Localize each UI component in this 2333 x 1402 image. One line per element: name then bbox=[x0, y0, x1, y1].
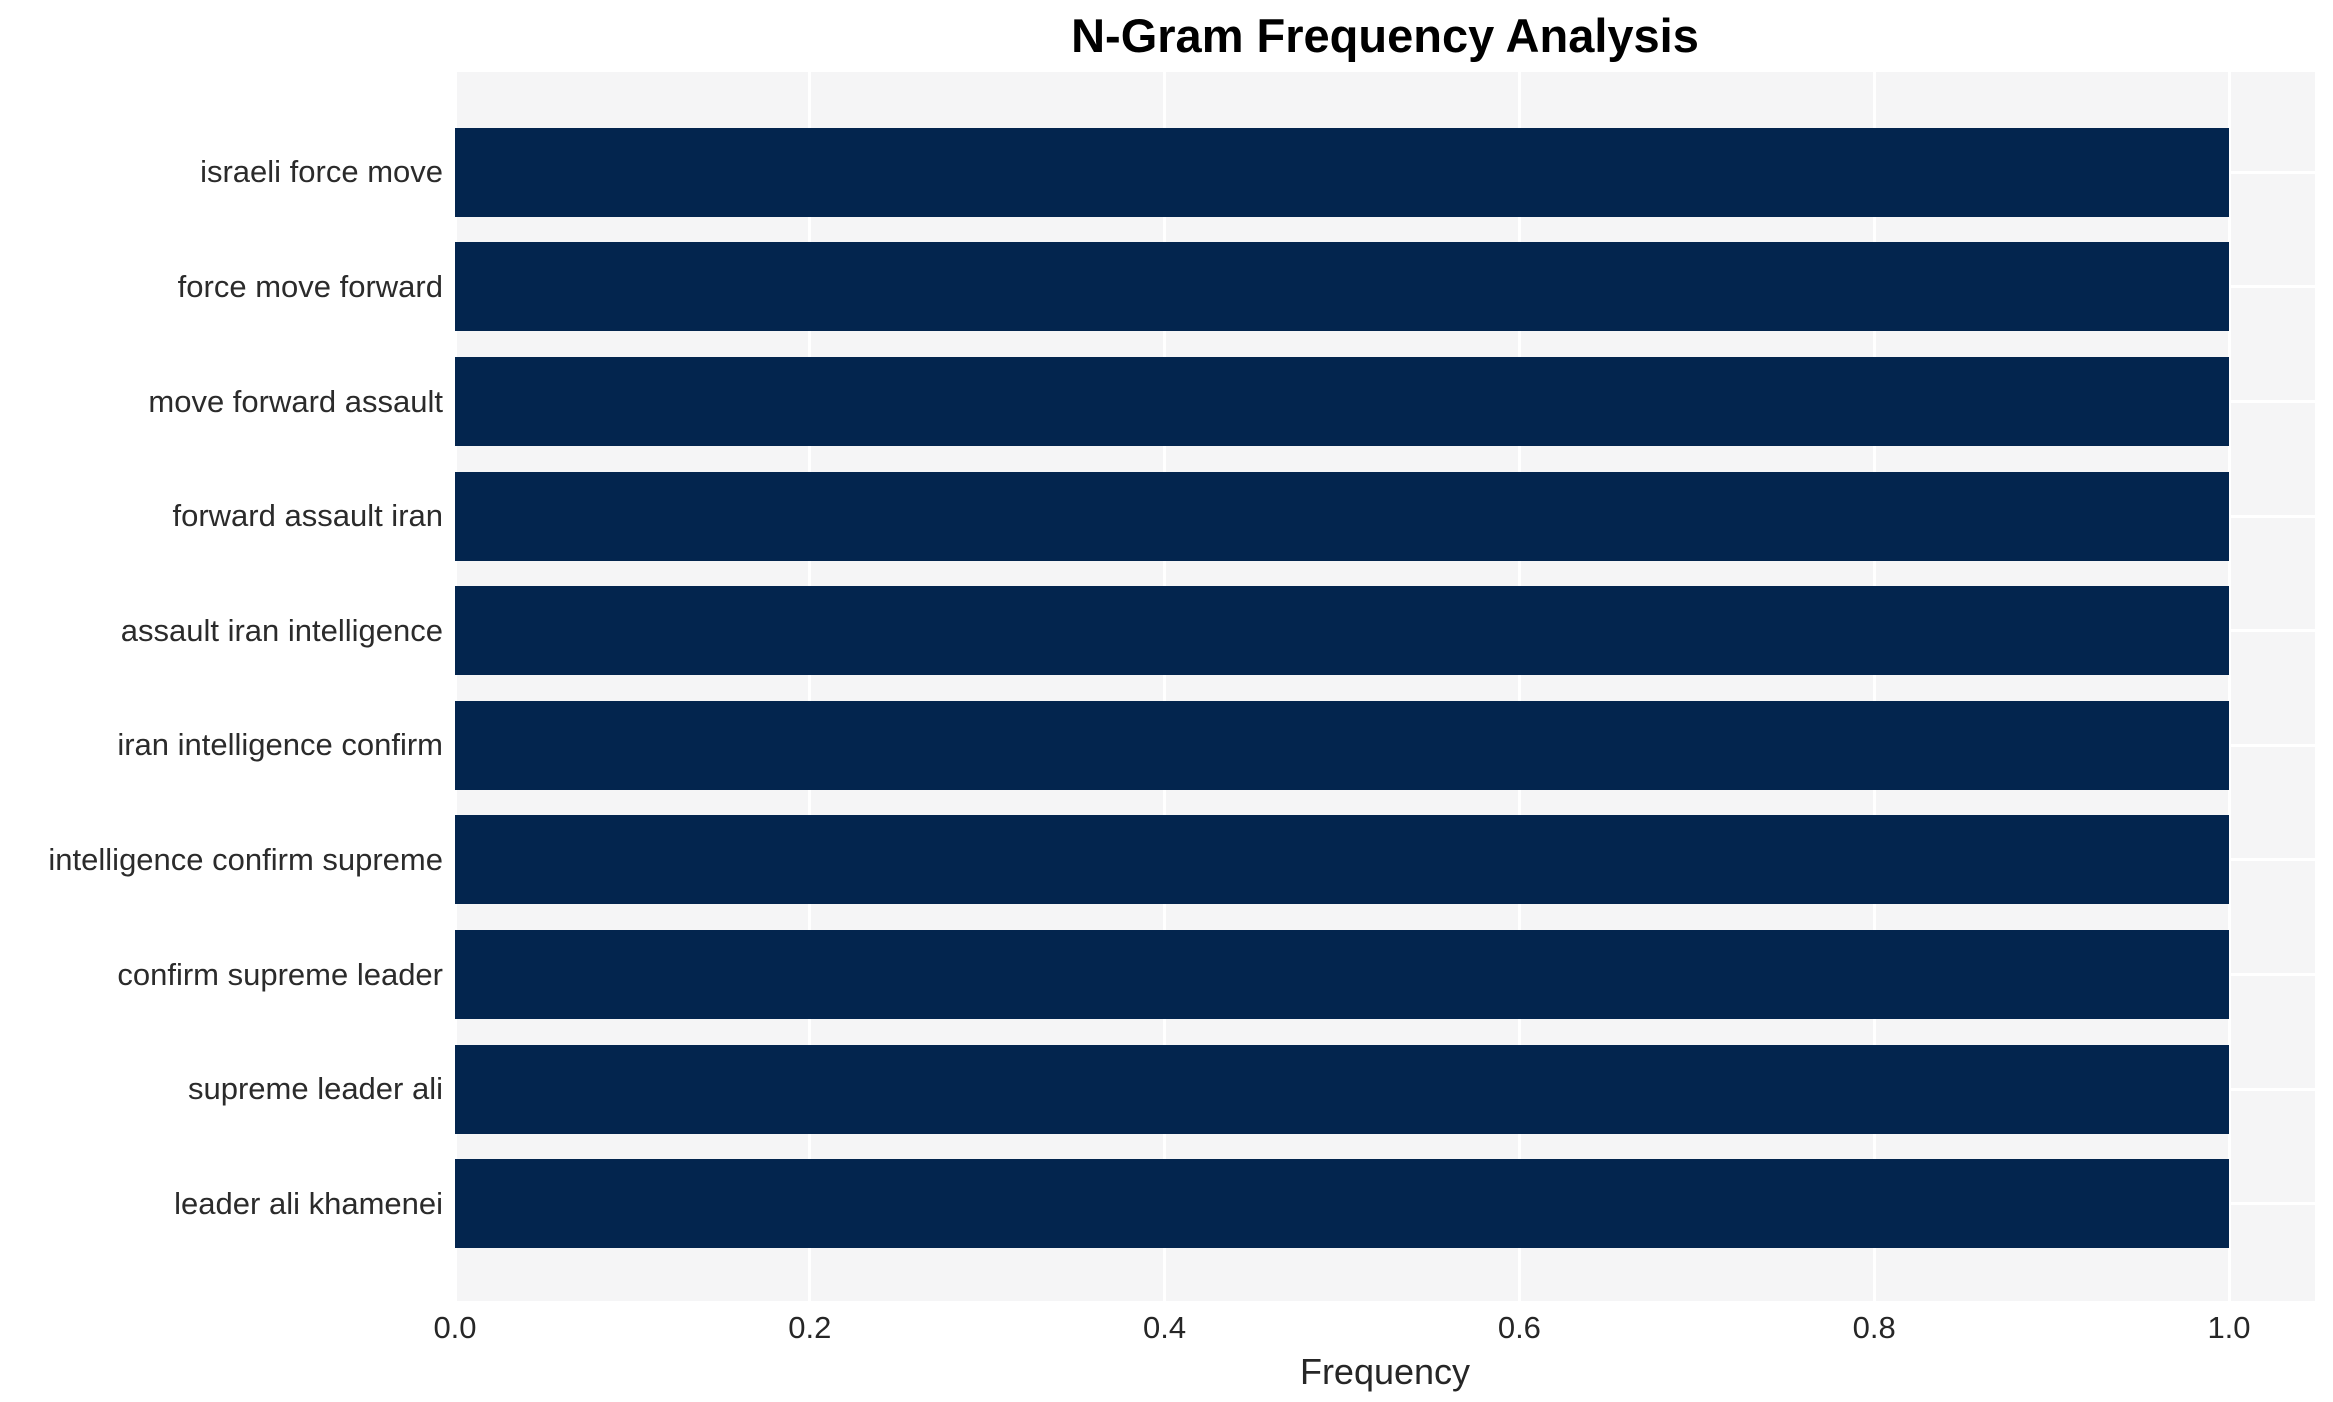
x-axis-ticks: 0.0 0.2 0.4 0.6 0.8 1.0 bbox=[0, 1311, 2333, 1347]
x-tick-label: 0.6 bbox=[1497, 1310, 1541, 1345]
grid-line-vertical bbox=[1517, 72, 1521, 1301]
grid-line-vertical bbox=[1872, 72, 1876, 1301]
y-axis-label: intelligence confirm supreme bbox=[48, 841, 443, 877]
y-axis-label: move forward assault bbox=[148, 383, 443, 419]
bar bbox=[455, 471, 2229, 561]
y-axis-label: iran intelligence confirm bbox=[117, 727, 443, 763]
x-tick-label: 0.2 bbox=[788, 1310, 832, 1345]
y-axis-label: leader ali khamenei bbox=[174, 1185, 443, 1221]
x-tick-label: 0.8 bbox=[1852, 1310, 1896, 1345]
bar bbox=[455, 357, 2229, 446]
bar bbox=[455, 242, 2229, 332]
y-axis-label: confirm supreme leader bbox=[117, 956, 443, 992]
bar bbox=[455, 1044, 2229, 1134]
bar bbox=[455, 930, 2229, 1019]
bar bbox=[455, 127, 2229, 217]
x-tick-label: 0.4 bbox=[1143, 1310, 1187, 1345]
y-axis-labels: israeli force move force move forward move… bbox=[0, 72, 443, 1301]
y-axis-label: assault iran intelligence bbox=[120, 612, 443, 648]
chart-title: N-Gram Frequency Analysis bbox=[1071, 9, 1699, 62]
y-axis-label: forward assault iran bbox=[172, 498, 443, 534]
bar bbox=[455, 586, 2229, 676]
bar bbox=[455, 1159, 2229, 1249]
grid-line-vertical bbox=[808, 72, 812, 1301]
grid-line-vertical bbox=[453, 72, 457, 1301]
grid-line-vertical bbox=[2227, 72, 2231, 1301]
x-axis-label: Frequency bbox=[1299, 1351, 1471, 1392]
bar bbox=[455, 700, 2229, 790]
x-tick-label: 0.0 bbox=[433, 1310, 477, 1345]
plot-area bbox=[453, 72, 2315, 1301]
grid-line-vertical bbox=[1163, 72, 1167, 1301]
y-axis-label: israeli force move bbox=[200, 154, 443, 190]
bar bbox=[455, 815, 2229, 905]
y-axis-label: force move forward bbox=[177, 268, 443, 304]
x-tick-label: 1.0 bbox=[2207, 1310, 2251, 1345]
y-axis-label: supreme leader ali bbox=[187, 1071, 443, 1107]
